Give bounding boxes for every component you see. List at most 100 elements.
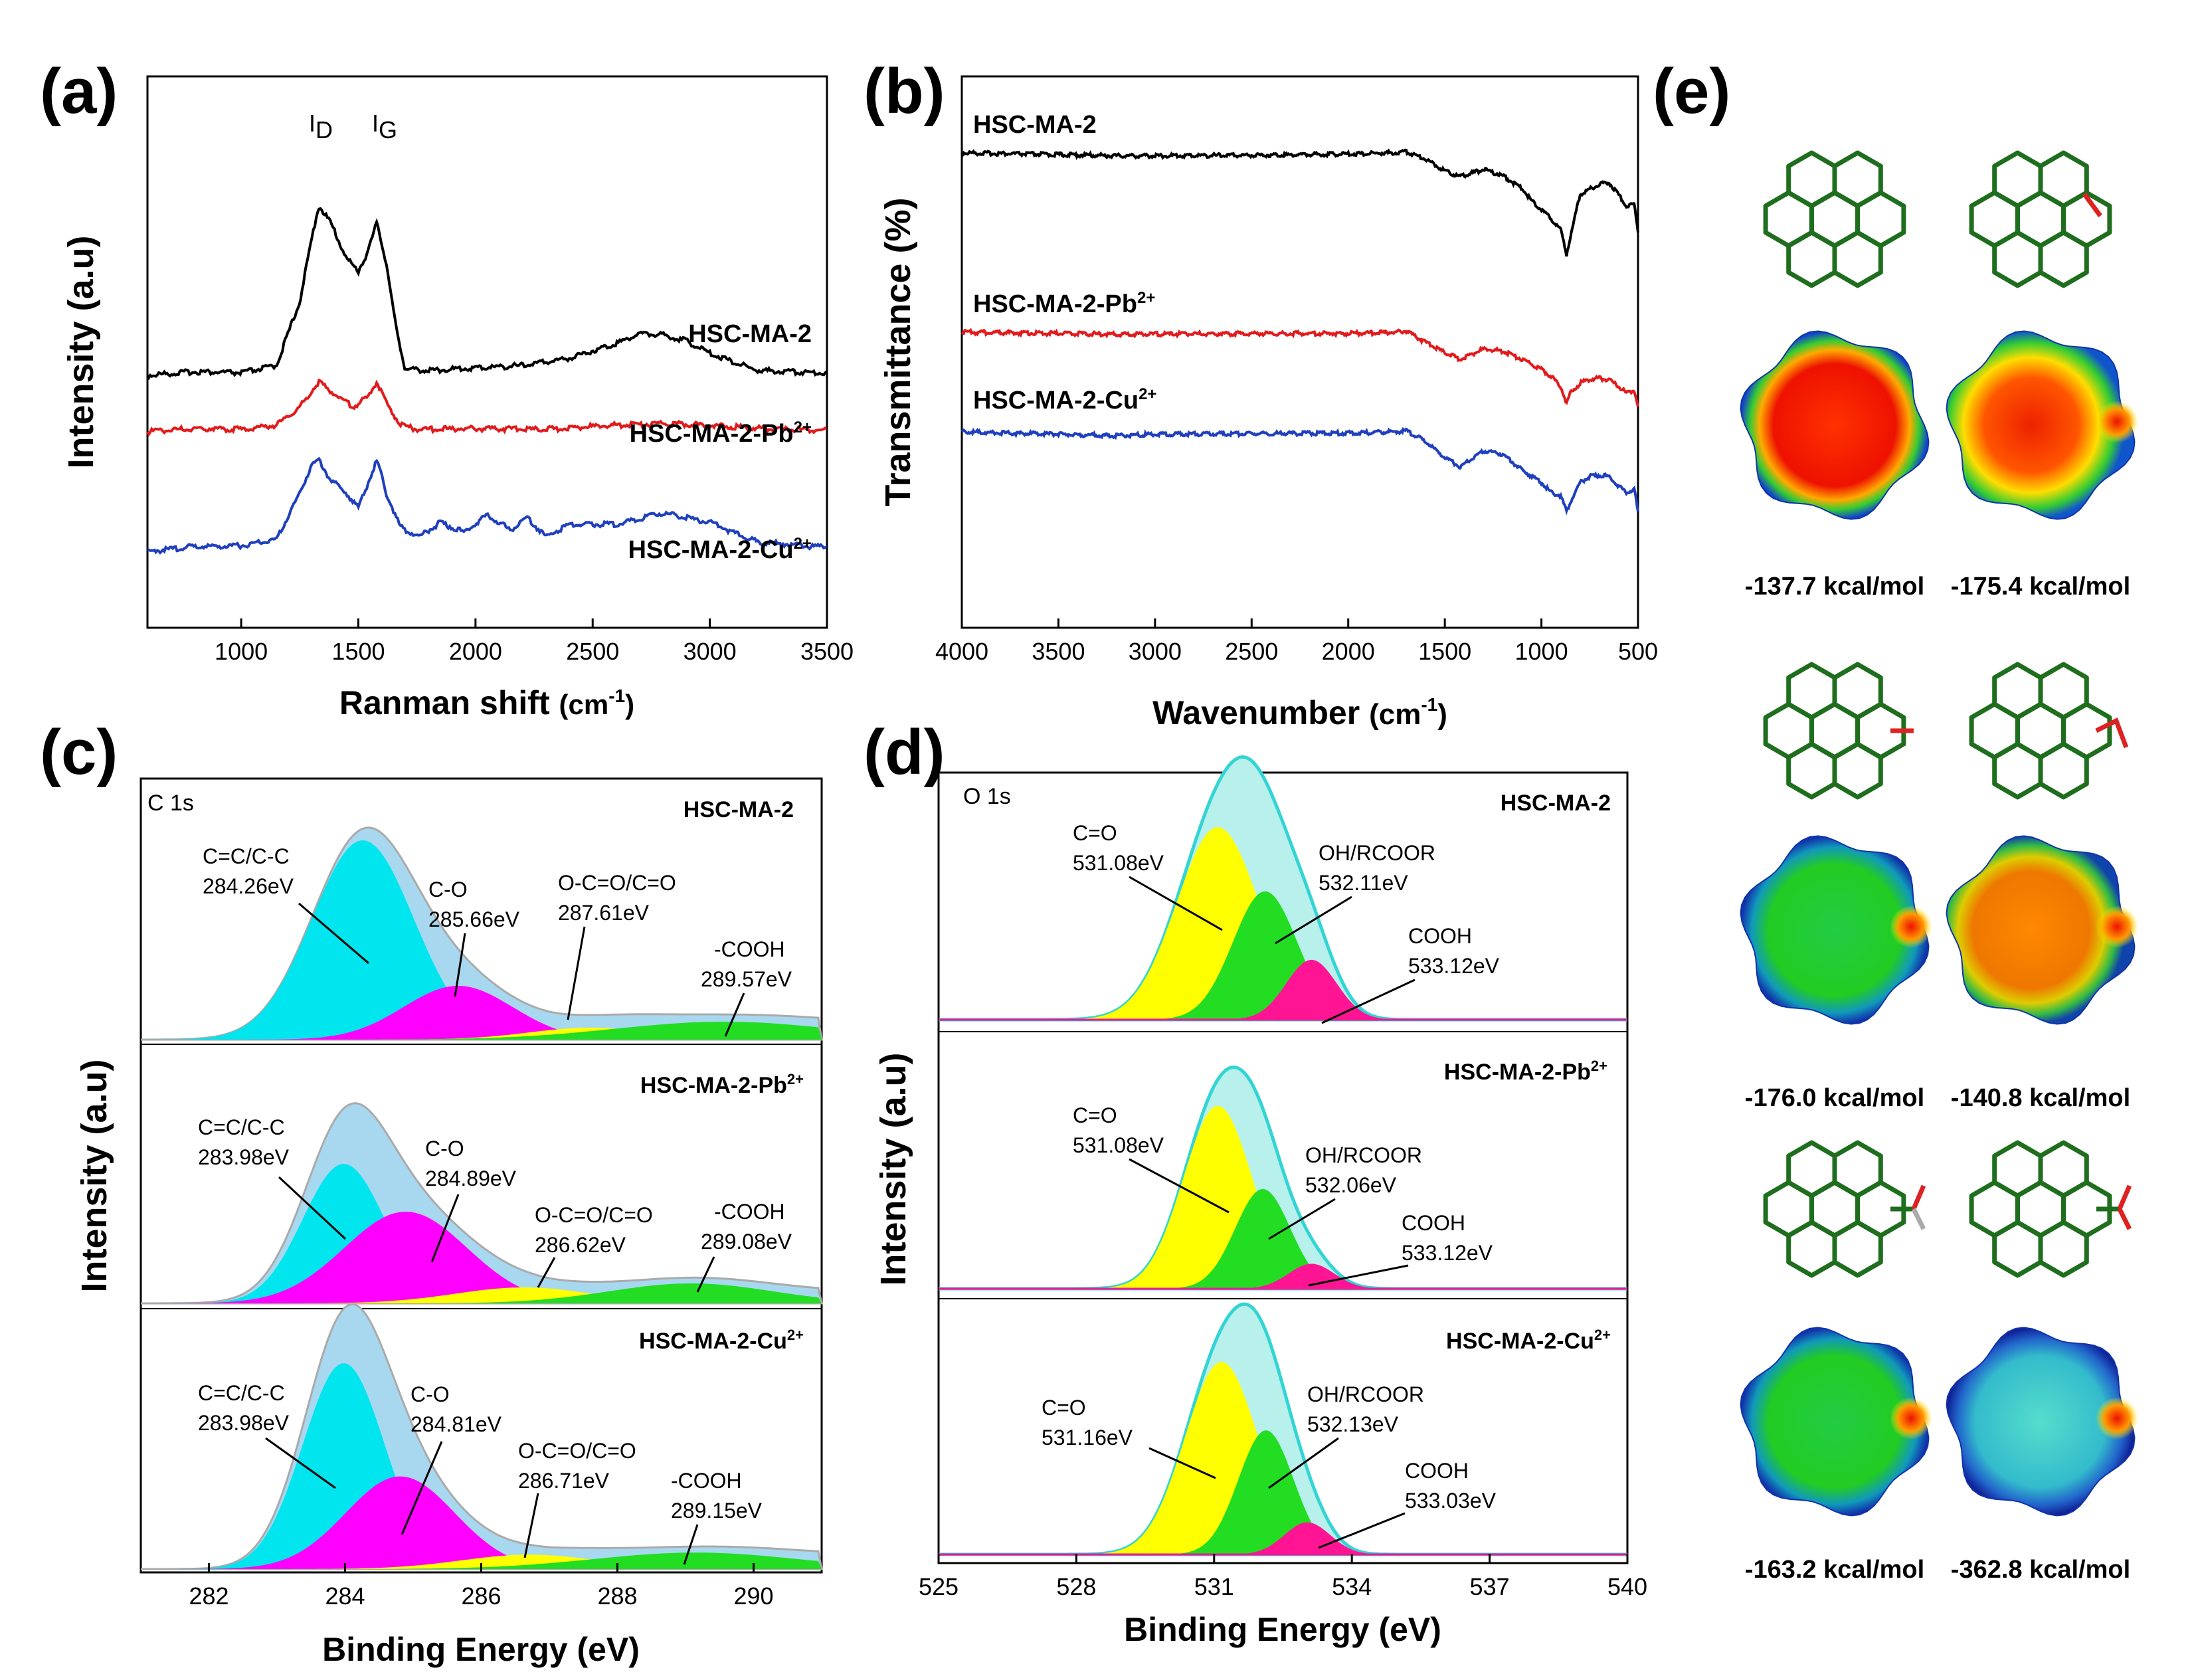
series-b-2-name: HSC-MA-2-Cu (973, 387, 1139, 415)
d-peak-1-2 (939, 1263, 1627, 1289)
molecule-ring-5-5 (1992, 1220, 2043, 1278)
molecule-ring-1-6 (2038, 230, 2089, 288)
arrow-c-1-3 (696, 1256, 715, 1293)
xlabel-a-main: Ranman shift (339, 684, 550, 721)
series-a-2-name: HSC-MA-2-Cu (628, 536, 794, 564)
peak-d-2-0-value: 531.16eV (1042, 1426, 1133, 1449)
peak-c-2-1-label: C-O (411, 1382, 450, 1406)
xlabel-a-unit: (cm (559, 689, 609, 720)
c-peak-1-0 (141, 1164, 822, 1303)
peak-c-0-1-value: 285.66eV (428, 907, 520, 931)
molecule-ring-5-6 (2038, 1220, 2089, 1278)
molecule-ring-3-5 (1992, 741, 2043, 800)
series-a-2-sup: 2+ (794, 535, 812, 553)
plot-frame-d (937, 771, 1629, 1564)
core-level-c: C 1s (147, 791, 194, 816)
ftir-line-2 (960, 426, 1639, 515)
esp-map-1 (1946, 330, 2136, 520)
esp-hotspot-4 (1890, 1397, 1932, 1440)
molecule-ring-4-6 (1832, 1220, 1883, 1278)
b-x-tick-label-7: 500 (1618, 638, 1658, 665)
c-peak-1-2 (141, 1287, 822, 1303)
peak-d-0-1-label: OH/RCOOR (1319, 841, 1435, 865)
raman-line-2 (147, 456, 827, 555)
b-x-tick-label-6: 1000 (1515, 638, 1568, 665)
peak-d-2-1-value: 532.13eV (1307, 1412, 1399, 1436)
panel-label-c: (c) (40, 717, 118, 788)
d-peak-0-2 (939, 959, 1627, 1020)
sample-c-0-name: HSC-MA-2 (684, 797, 794, 822)
d-x-tick-label-0: 525 (919, 1573, 959, 1600)
b-x-tick-label-5: 1500 (1418, 638, 1471, 665)
series-b-2-sup: 2+ (1139, 385, 1156, 403)
d-x-tick-label-3: 534 (1332, 1573, 1372, 1600)
xlabel-b: Wavenumber (cm-1) (1152, 694, 1447, 731)
ylabel-c: Intensity (a.u) (74, 1059, 114, 1292)
molecule-ring-2-3 (1786, 662, 1837, 720)
panel-label-b: (b) (864, 56, 945, 127)
molecule-4 (1763, 1140, 1926, 1278)
peak-c-1-0-value: 283.98eV (198, 1145, 290, 1169)
peak-c-1-1-label: C-O (425, 1137, 464, 1161)
peak-d-1-0-value: 531.08eV (1073, 1133, 1164, 1157)
series-a-1-name: HSC-MA-2-Pb (630, 420, 794, 448)
esp-hotspot-1 (2096, 401, 2138, 443)
substituent-1 (2082, 192, 2102, 218)
sample-label-d-2: HSC-MA-2-Cu2+ (1446, 1327, 1611, 1354)
sample-label-c-1: HSC-MA-2-Pb2+ (640, 1071, 804, 1098)
a-x-tick-label-1: 1500 (331, 638, 385, 665)
arrow-c-2-1 (401, 1441, 443, 1535)
esp-map-3 (1946, 835, 2136, 1025)
arrow-c-2-0 (265, 1437, 336, 1489)
xlabel-a-exp: -1 (608, 686, 625, 706)
peak-d-0-2-value: 533.12eV (1408, 954, 1500, 978)
peak-d-2-0-label: C=O (1042, 1396, 1086, 1420)
peak-c-0-2-value: 287.61eV (558, 901, 650, 925)
peak-c-2-3-value: 289.15eV (671, 1499, 763, 1523)
c-peak-2-0 (141, 1363, 822, 1569)
c-peak-0-1 (141, 986, 822, 1040)
energy-label-5: -362.8 kcal/mol (1951, 1556, 2130, 1584)
peak-c-1-2-label: O-C=O/C=O (535, 1203, 653, 1227)
sample-label-c-2: HSC-MA-2-Cu2+ (639, 1327, 804, 1354)
plot-frame-b (960, 75, 1639, 629)
molecule-ring-2-5 (1786, 741, 1837, 800)
d-x-tick-label-2: 531 (1194, 1573, 1234, 1600)
esp-hotspot-2 (1890, 905, 1932, 948)
arrow-c-1-1 (430, 1194, 460, 1263)
sample-c-1-name: HSC-MA-2-Pb (640, 1073, 787, 1098)
peak-c-2-1-value: 284.81eV (411, 1412, 502, 1436)
arrow-c-0-0 (298, 902, 369, 965)
molecule-ring-1-4 (2038, 150, 2089, 209)
ylabel-b: Transmittance (%) (878, 197, 918, 506)
peak-d-2-2-value: 533.03eV (1405, 1489, 1497, 1513)
b-x-tick-label-4: 2000 (1322, 638, 1375, 665)
arrow-d-1-2 (1308, 1264, 1409, 1287)
series-label-a-2: HSC-MA-2-Cu2+ (628, 535, 812, 564)
xlabel-d: Binding Energy (eV) (1124, 1611, 1441, 1648)
molecule-ring-3-3 (1992, 662, 2043, 720)
molecule-ring-4-4 (1832, 1140, 1883, 1198)
molecule-ring-0-6 (1832, 230, 1883, 288)
peak-c-0-2-label: O-C=O/C=O (558, 871, 676, 895)
molecule-ring-3-6 (2038, 741, 2089, 800)
series-b-1-sup: 2+ (1137, 289, 1155, 307)
ylabel-a: Intensity (a.u) (61, 235, 101, 468)
molecule-ring-0-3 (1786, 150, 1837, 209)
plot-frame-a (146, 75, 828, 629)
peak-c-0-3-value: 289.57eV (701, 967, 792, 991)
molecule-5 (1969, 1140, 2132, 1278)
peak-g-sub: G (379, 116, 397, 143)
arrow-c-1-2 (537, 1257, 556, 1288)
molecule-ring-4-5 (1786, 1220, 1837, 1278)
xlabel-a-close: ) (625, 689, 634, 720)
peak-c-0-0-value: 284.26eV (203, 874, 294, 898)
xlabel-b-close: ) (1437, 698, 1447, 731)
esp-hotspot-3 (2096, 905, 2138, 948)
xtick-group-b: 4000 3500 3000 2500 2000 1500 1000 500 (935, 618, 1658, 665)
d-x-tick-label-1: 528 (1056, 1573, 1096, 1600)
arrow-c-0-1 (454, 933, 466, 997)
molecule-ring-3-4 (2038, 662, 2089, 720)
a-x-tick-label-0: 1000 (215, 638, 268, 665)
